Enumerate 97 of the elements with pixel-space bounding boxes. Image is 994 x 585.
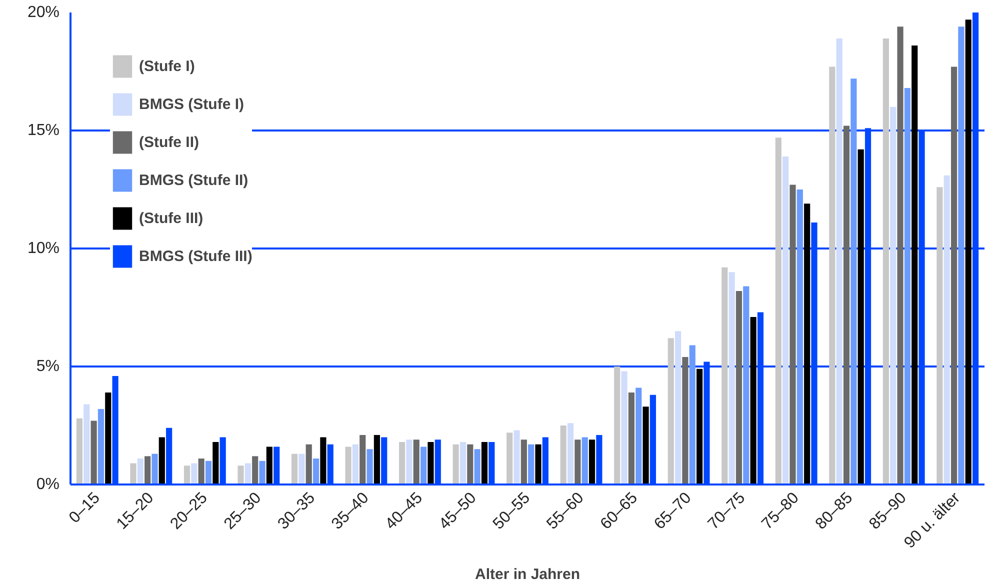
bar: [636, 388, 642, 484]
bar: [144, 456, 151, 484]
bar: [76, 418, 83, 484]
bar: [782, 156, 789, 484]
bar: [668, 338, 674, 484]
bar: [191, 463, 198, 484]
x-axis-title: Alter in Jahren: [474, 566, 580, 583]
bar: [514, 430, 520, 484]
bar: [266, 446, 272, 484]
bar: [804, 204, 810, 484]
bar: [904, 88, 910, 484]
bar: [560, 426, 566, 484]
bar: [775, 138, 782, 484]
bar: [467, 444, 474, 484]
bar: [582, 437, 588, 484]
bar: [750, 316, 756, 484]
bar: [399, 442, 406, 484]
bar: [950, 66, 958, 484]
bar: [152, 454, 158, 484]
bar: [722, 267, 728, 484]
bar: [628, 392, 634, 484]
bar: [528, 444, 534, 484]
bar: [621, 371, 628, 484]
bar: [137, 458, 144, 484]
bar: [84, 404, 90, 484]
bar: [481, 442, 488, 484]
y-tick-label: 20%: [27, 4, 60, 21]
bar: [460, 442, 466, 484]
bar: [320, 437, 326, 484]
bar: [535, 444, 542, 484]
y-tick-label: 15%: [27, 122, 60, 139]
bar: [259, 460, 266, 484]
bar: [790, 184, 796, 484]
legend-label: BMGS (Stufe I): [139, 96, 244, 112]
bar: [474, 449, 480, 484]
bar: [736, 290, 742, 484]
bar: [912, 46, 918, 484]
bar: [958, 26, 964, 484]
bar: [696, 368, 703, 484]
bar: [291, 454, 298, 484]
bar: [520, 440, 527, 484]
bar: [689, 345, 696, 484]
legend-label: (Stufe II): [139, 134, 199, 150]
bar: [890, 106, 896, 484]
bar: [366, 449, 373, 484]
legend-label: (Stufe III): [139, 210, 204, 226]
bar: [360, 434, 366, 484]
bar: [205, 460, 212, 484]
bar: [614, 366, 620, 484]
bar: [858, 149, 864, 484]
bar: [796, 190, 803, 484]
legend-label: BMGS (Stufe II): [139, 172, 248, 188]
legend-label: BMGS (Stufe III): [139, 248, 252, 264]
bar: [184, 466, 190, 484]
bar: [244, 463, 251, 484]
y-tick-label: 10%: [27, 240, 60, 257]
bar: [743, 286, 750, 484]
bar: [682, 357, 688, 484]
bar: [965, 20, 972, 484]
bar: [674, 331, 682, 484]
bar: [567, 423, 574, 484]
bar: [345, 446, 352, 484]
bar: [843, 126, 850, 484]
bar: [829, 66, 836, 484]
bar: [252, 456, 258, 484]
y-tick-label: 5%: [36, 358, 60, 375]
bar: [882, 38, 889, 484]
bar: [90, 420, 97, 484]
bar: [312, 458, 320, 484]
bar: [374, 434, 380, 484]
bar: [836, 38, 842, 484]
bar: [406, 440, 412, 484]
bar: [506, 432, 513, 484]
bar: [574, 440, 581, 484]
bar: [130, 463, 136, 484]
bar: [413, 440, 420, 484]
bar: [642, 406, 649, 484]
bar: [728, 272, 735, 484]
bar: [944, 175, 950, 484]
bar: [897, 26, 904, 484]
bar: [452, 444, 459, 484]
bar: [212, 442, 219, 484]
bar: [298, 454, 305, 484]
bar: [588, 440, 596, 484]
bar: [850, 78, 857, 484]
bar: [936, 187, 943, 484]
bar: [428, 442, 434, 484]
legend-label: (Stufe I): [139, 58, 195, 74]
bar: [238, 466, 244, 484]
bar: [158, 437, 165, 484]
bar: [352, 444, 358, 484]
bar: [98, 408, 104, 484]
bar: [105, 392, 112, 484]
bar: [420, 446, 427, 484]
bar: [198, 458, 204, 484]
y-tick-label: 0%: [36, 476, 60, 493]
bar: [306, 444, 312, 484]
